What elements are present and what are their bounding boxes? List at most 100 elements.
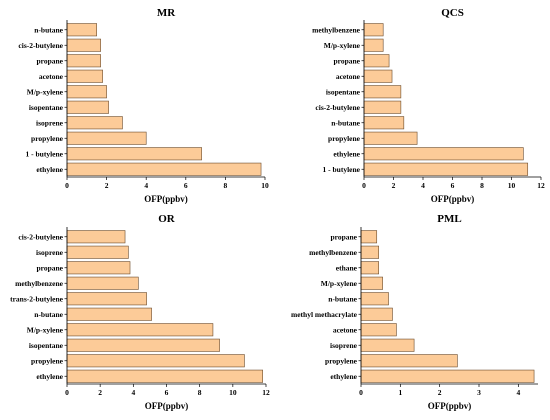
bar	[66, 38, 101, 52]
bar	[66, 100, 109, 114]
bar	[360, 230, 378, 244]
category-label: M/p-xylene	[27, 325, 64, 334]
x-tick-label: 10	[508, 181, 516, 190]
bar	[66, 85, 107, 99]
x-tick-label: 2	[392, 181, 396, 190]
chart-panel-or: OR ethylene propylene isopentane M/p-xylene n…	[10, 213, 270, 411]
category-label: propylene	[31, 356, 64, 365]
x-tick-label: 0	[362, 181, 366, 190]
bar	[66, 323, 214, 337]
category-label: isopentane	[29, 341, 64, 350]
x-tick-label: 0	[359, 388, 363, 397]
category-label: cis-2-butylene	[18, 232, 63, 241]
category-label: methylbenzene	[309, 248, 358, 257]
bar	[360, 292, 389, 306]
x-tick-label: 3	[477, 388, 481, 397]
chart-title: PML	[437, 213, 461, 225]
bar	[66, 307, 152, 321]
bar	[66, 162, 262, 176]
category-label: propylene	[31, 134, 64, 143]
bar	[363, 23, 384, 37]
x-tick-label: 12	[262, 388, 270, 397]
x-axis-label: OFP(ppbv)	[428, 401, 472, 411]
x-tick-label: 2	[105, 181, 109, 190]
bar	[363, 69, 393, 83]
category-label: propane	[333, 56, 360, 65]
bar	[66, 131, 147, 145]
bar	[66, 116, 123, 130]
x-tick-label: 4	[144, 181, 148, 190]
category-label: ethylene	[36, 372, 63, 381]
category-label: isoprene	[36, 118, 64, 127]
category-label: n-butane	[34, 25, 63, 34]
bar	[360, 276, 383, 290]
bar	[66, 230, 126, 244]
x-tick-label: 6	[451, 181, 455, 190]
bar	[360, 323, 397, 337]
bar	[360, 354, 458, 368]
category-label: M/p-xylene	[27, 87, 64, 96]
bar	[363, 54, 390, 68]
category-label: methyl methacrylate	[291, 310, 358, 319]
category-label: ethylene	[333, 149, 360, 158]
category-label: acetone	[333, 325, 358, 334]
chart-panel-qcs: QCS 1 - butylene ethylene propylene n-butane…	[312, 7, 545, 204]
category-label: n-butane	[34, 310, 63, 319]
bar	[363, 131, 418, 145]
x-tick-label: 8	[198, 388, 202, 397]
x-tick-label: 2	[98, 388, 102, 397]
category-label: n-butane	[328, 294, 357, 303]
category-label: propane	[36, 263, 63, 272]
bar	[66, 292, 147, 306]
category-label: ethylene	[36, 165, 63, 174]
bar	[66, 261, 131, 275]
category-label: acetone	[336, 72, 361, 81]
bar	[360, 261, 380, 275]
bar	[360, 245, 380, 259]
bar	[363, 116, 405, 130]
x-tick-label: 1	[398, 388, 402, 397]
bar	[66, 276, 139, 290]
category-label: ethane	[336, 263, 358, 272]
x-tick-label: 6	[184, 181, 188, 190]
x-tick-label: 12	[537, 181, 545, 190]
x-tick-label: 4	[516, 388, 520, 397]
category-label: isoprene	[36, 248, 64, 257]
bar	[360, 369, 535, 383]
category-label: methylbenzene	[15, 279, 64, 288]
category-label: propylene	[328, 134, 361, 143]
x-tick-label: 8	[224, 181, 228, 190]
bar	[66, 23, 98, 37]
category-label: 1 - butylene	[26, 149, 64, 158]
bar	[66, 54, 101, 68]
category-label: isoprene	[330, 341, 358, 350]
category-label: cis-2-butylene	[18, 41, 63, 50]
bar	[363, 100, 402, 114]
x-tick-label: 2	[438, 388, 442, 397]
category-label: propane	[36, 56, 63, 65]
category-label: isopentane	[29, 103, 64, 112]
category-label: ethylene	[330, 372, 357, 381]
category-label: M/p-xylene	[324, 41, 361, 50]
bar	[66, 147, 202, 161]
x-axis-label: OFP(ppbv)	[145, 401, 189, 411]
category-label: propane	[330, 232, 357, 241]
bar	[66, 69, 103, 83]
bar	[66, 338, 220, 352]
bar	[363, 85, 402, 99]
chart-title: OR	[158, 213, 176, 225]
x-tick-label: 8	[480, 181, 484, 190]
chart-title: MR	[157, 7, 176, 19]
x-tick-label: 10	[229, 388, 237, 397]
category-label: isopentane	[326, 87, 361, 96]
category-label: acetone	[39, 72, 64, 81]
bar	[363, 162, 529, 176]
bar	[360, 338, 415, 352]
category-label: 1 - butylene	[323, 165, 361, 174]
category-label: methylbenzene	[312, 25, 361, 34]
x-tick-label: 10	[261, 181, 269, 190]
x-tick-label: 0	[65, 181, 69, 190]
bar	[363, 147, 524, 161]
category-label: n-butane	[331, 118, 360, 127]
